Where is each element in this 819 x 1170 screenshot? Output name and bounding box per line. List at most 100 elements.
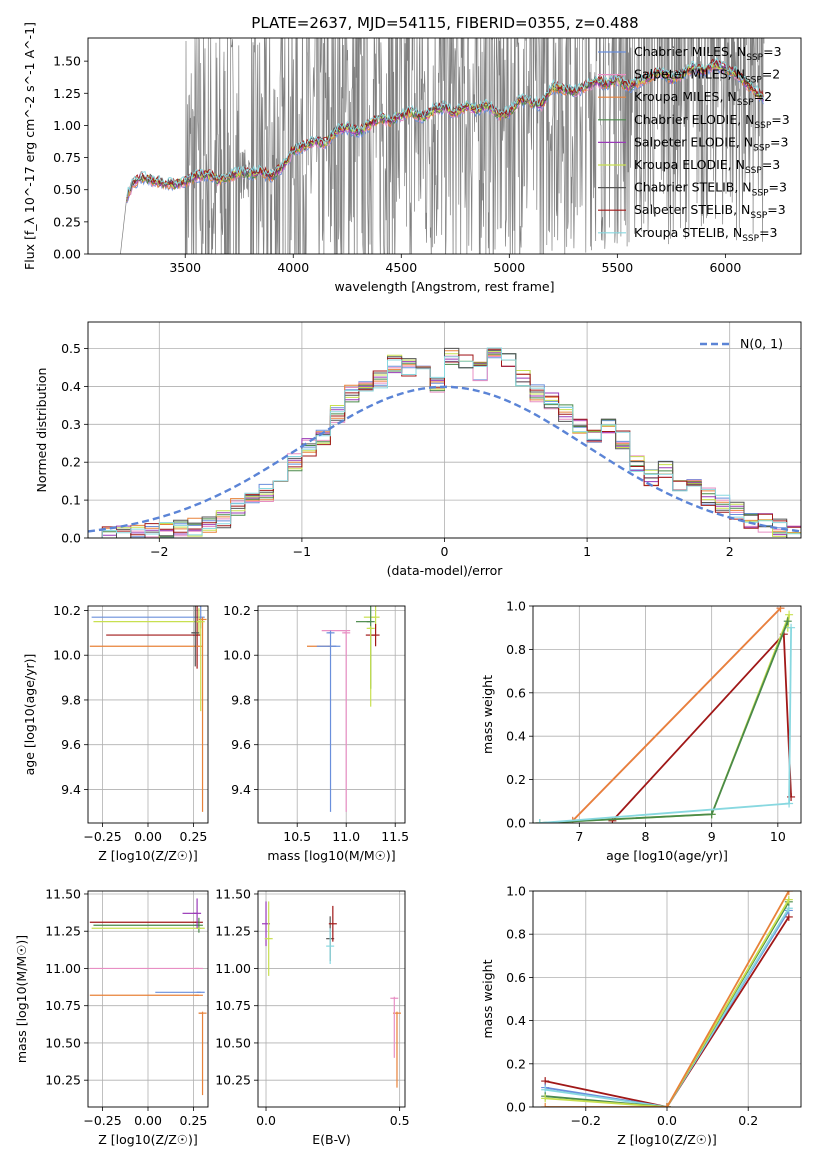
legend-subscript: SSP [737,98,754,108]
axes-frame [532,890,802,1108]
mass-weight-marker [787,623,796,632]
y-tick-label: 10.25 [45,1073,81,1088]
y-tick-label: 0.8 [506,927,526,942]
y-tick-label: 10.25 [215,1073,251,1088]
axes-mass_vs_Z: −0.25 0.00 0.25 10.25 10.50 10.75 11.00 11.25 11… [14,886,209,1147]
y-tick-label: 0.3 [61,417,81,432]
mass-weight-marker [541,1103,550,1107]
legend-subscript: SSP [746,53,763,63]
y-tick-label: 1.0 [506,884,526,899]
x-tick-label: 4500 [385,260,417,275]
axes-frame [87,890,209,1108]
y-tick-label: 10.50 [215,1035,251,1050]
x-axis-label: Z [log10(Z/Z☉)] [617,1132,717,1147]
axes-frame [257,605,406,824]
y-tick-label: 9.8 [231,692,251,707]
y-tick-label: 11.50 [215,886,251,901]
legend-label: Salpeter ELODIE, NSSP=3 [634,134,788,153]
mass-weight-marker [784,891,793,895]
y-axis-label: mass weight [480,959,495,1038]
x-tick-label: 11.5 [381,829,409,844]
y-tick-label: 10.75 [215,998,251,1013]
mass-weight-line [545,916,790,1107]
x-tick-label: −2 [150,544,168,559]
axes-residuals: −2 −1 0 1 2 0.0 0.1 0.2 0.3 0.4 0.5 (data-model)/er… [34,321,802,578]
legend-subscript: SSP [745,166,762,176]
x-tick-label: 0.0 [256,1113,276,1128]
axes-age_vs_Z: −0.25 0.00 0.25 9.4 9.6 9.8 10.0 10.2 Z [log10(Z… [22,603,209,863]
mass-weight-marker [541,1094,550,1103]
x-axis-label: wavelength [Angstrom, rest frame] [334,279,554,294]
y-tick-label: 10.2 [53,603,81,618]
legend-label: Chabrier STELIB, NSSP=3 [634,180,787,199]
x-tick-label: 0 [441,544,449,559]
x-tick-label: 6000 [709,260,741,275]
mass-weight-line [545,899,790,1107]
x-tick-label: −0.25 [83,1113,121,1128]
model-spectrum-line [126,58,764,199]
x-tick-label: 3500 [169,260,201,275]
axes-mass_weight_vs_Z: −0.2 0.0 0.2 0.0 0.2 0.4 0.6 0.8 1.0 Z [log10(Z/Z… [480,884,802,1147]
y-tick-label: 0.4 [61,379,81,394]
x-tick-label: −0.2 [571,1113,601,1128]
y-tick-label: 1.00 [53,118,81,133]
y-tick-label: 0.0 [506,816,526,831]
axes-frame [257,890,406,1108]
y-tick-label: 1.25 [53,86,81,101]
x-tick-label: 11.0 [332,829,360,844]
x-tick-label: 9 [708,829,716,844]
y-tick-label: 11.00 [45,961,81,976]
y-axis-label: Flux [f_λ 10^-17 erg cm^-2 s^-1 A^-1] [22,22,37,270]
legend-value: =3 [763,44,781,59]
x-tick-label: 10 [770,829,786,844]
y-tick-label: 0.8 [506,642,526,657]
legend-label: Kroupa ELODIE, NSSP=3 [634,157,780,176]
x-axis-label: (data-model)/error [387,563,504,578]
axes-frame [532,605,802,824]
legend-value: =3 [770,134,788,149]
x-axis-label: E(B-V) [312,1132,351,1147]
x-axis-label: Z [log10(Z/Z☉)] [98,1132,198,1147]
x-tick-label: −1 [293,544,311,559]
y-tick-label: 9.6 [61,737,81,752]
y-tick-label: 0.2 [61,455,81,470]
legend-subscript: SSP [753,143,770,153]
y-tick-label: 10.50 [45,1035,81,1050]
y-tick-label: 10.2 [223,603,251,618]
legend-value: =3 [769,180,787,195]
y-tick-label: 9.4 [231,782,251,797]
y-tick-label: 1.0 [506,599,526,614]
y-tick-label: 10.75 [45,998,81,1013]
x-axis-label: age [log10(age/yr)] [606,848,728,863]
plot-area [262,901,401,1088]
mass-weight-marker [663,1103,671,1107]
mass-weight-marker [785,610,794,619]
x-tick-label: 5000 [493,260,525,275]
mass-weight-marker [535,819,544,823]
axes-frame [87,605,209,824]
legend-subscript: SSP [742,234,759,244]
y-tick-label: 0.1 [61,493,81,508]
plot-area [89,606,207,812]
plot-area [88,347,801,538]
legend-subscript: SSP [752,189,769,199]
x-tick-label: 0.25 [180,829,208,844]
x-tick-label: 8 [642,829,650,844]
mass-weight-line [545,891,790,1107]
mass-weight-line [545,907,790,1107]
y-axis-label: age [log10(age/yr)] [22,654,37,776]
legend-subscript: SSP [750,211,767,221]
legend-label: Kroupa STELIB, NSSP=3 [634,225,778,244]
x-tick-label: 1 [583,544,591,559]
legend-value: =3 [771,112,789,127]
mass-weight-marker [776,606,785,613]
y-tick-label: 1.50 [53,54,81,69]
legend-subscript: SSP [754,121,771,131]
x-tick-label: 0.5 [390,1113,410,1128]
legend-value: =2 [754,89,772,104]
x-tick-label: 5500 [601,260,633,275]
y-tick-label: 9.8 [61,692,81,707]
y-tick-label: 0.6 [506,685,526,700]
x-tick-label: 10.5 [283,829,311,844]
y-tick-label: 0.0 [506,1100,526,1115]
